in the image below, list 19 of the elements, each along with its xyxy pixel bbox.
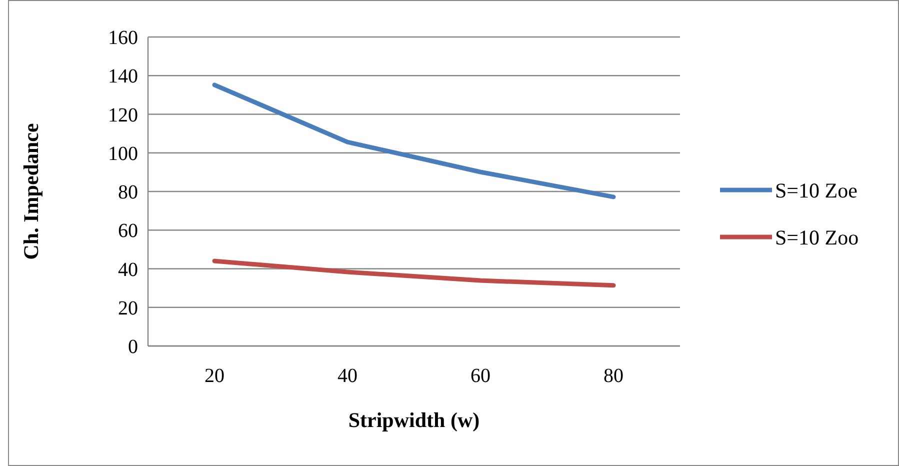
x-tick-label: 20 — [204, 365, 224, 387]
y-tick-label: 160 — [108, 27, 138, 49]
y-tick-label: 140 — [108, 66, 138, 88]
legend-label: S=10 Zoo — [775, 225, 859, 250]
y-tick-label: 0 — [128, 336, 138, 358]
y-axis-title: Ch. Impedance — [19, 123, 43, 260]
x-axis-title: Stripwidth (w) — [348, 408, 480, 432]
y-tick-label: 80 — [118, 182, 138, 204]
y-tick-label: 20 — [118, 297, 138, 320]
legend-label: S=10 Zoe — [775, 178, 858, 202]
x-tick-label: 60 — [470, 365, 490, 387]
line-series — [212, 82, 616, 200]
line-series — [212, 258, 616, 288]
y-tick-label: 40 — [118, 258, 138, 281]
y-tick-label: 60 — [118, 220, 138, 242]
y-tick-label: 100 — [108, 142, 138, 165]
x-tick-label: 80 — [604, 365, 624, 387]
x-tick-label: 40 — [338, 365, 358, 387]
y-tick-label: 120 — [108, 104, 138, 126]
